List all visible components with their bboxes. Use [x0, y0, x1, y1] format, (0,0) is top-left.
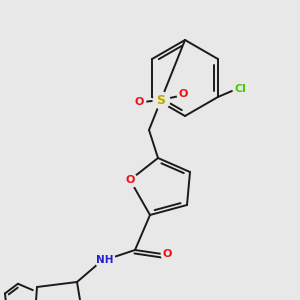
Text: S: S [157, 94, 166, 106]
Text: O: O [162, 249, 172, 259]
Text: NH: NH [96, 255, 114, 265]
Text: O: O [178, 89, 188, 99]
Text: O: O [134, 97, 144, 107]
Text: O: O [125, 175, 135, 185]
Text: Cl: Cl [235, 84, 247, 94]
